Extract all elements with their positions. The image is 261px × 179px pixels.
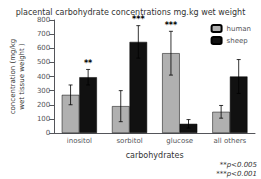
- svg-text:400: 400: [37, 73, 50, 81]
- svg-text:wet tissue weight ): wet tissue weight ): [18, 43, 26, 110]
- svg-text:100: 100: [37, 115, 50, 123]
- svg-text:sorbitol: sorbitol: [116, 137, 142, 145]
- svg-text:glucose: glucose: [166, 137, 193, 145]
- svg-text:300: 300: [37, 87, 50, 95]
- svg-text:200: 200: [37, 101, 50, 109]
- svg-text:***: ***: [132, 15, 145, 24]
- svg-text:carbohydrates: carbohydrates: [126, 151, 184, 160]
- svg-text:***: ***: [165, 21, 178, 30]
- svg-text:500: 500: [37, 58, 50, 66]
- svg-text:700: 700: [37, 30, 50, 38]
- svg-text:all others: all others: [214, 137, 247, 145]
- svg-text:inositol: inositol: [67, 137, 92, 145]
- svg-text:**: **: [84, 59, 93, 68]
- svg-text:placental carbohydrate concent: placental carbohydrate concentrations mg…: [16, 8, 246, 17]
- svg-text:0: 0: [46, 129, 50, 137]
- svg-text:***p<0.001: ***p<0.001: [216, 170, 257, 178]
- svg-text:human: human: [227, 25, 251, 33]
- svg-text:concentration (mg/kg: concentration (mg/kg: [9, 39, 17, 115]
- svg-text:600: 600: [37, 44, 50, 52]
- svg-text:sheep: sheep: [227, 37, 249, 45]
- svg-text:800: 800: [37, 16, 50, 24]
- svg-text:**p<0.005: **p<0.005: [220, 161, 258, 169]
